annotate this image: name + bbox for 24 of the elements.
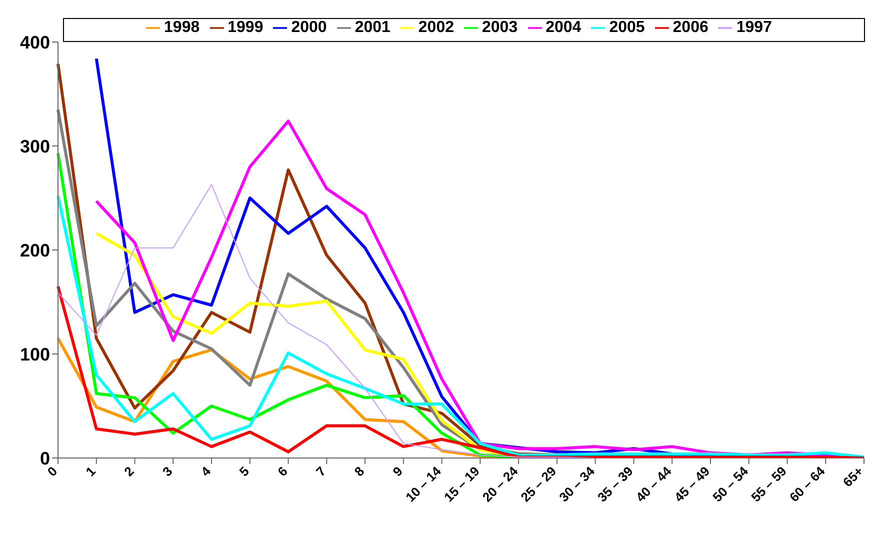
x-tick-label: 5 [236, 464, 252, 480]
y-tick-label: 400 [20, 32, 50, 52]
legend-label: 2003 [482, 19, 518, 36]
legend-label: 2000 [291, 19, 327, 36]
x-tick-label: 0 [44, 464, 60, 480]
x-tick-label: 4 [198, 462, 214, 480]
legend-label: 1998 [164, 19, 200, 36]
x-tick-label: 1 [82, 464, 98, 480]
x-tick-label: 3 [160, 464, 176, 480]
x-tick-label: 65+ [840, 463, 866, 490]
x-tick-label: 8 [351, 464, 368, 480]
legend-label: 2005 [609, 19, 645, 36]
legend-label: 2002 [418, 19, 454, 36]
x-tick-label: 2 [121, 464, 137, 480]
x-tick-label: 6 [274, 464, 290, 480]
legend-label: 1997 [736, 19, 772, 36]
x-tick-label: 7 [313, 464, 329, 480]
y-tick-label: 300 [20, 136, 50, 156]
legend-label: 2001 [354, 19, 390, 36]
y-tick-label: 100 [20, 344, 50, 364]
legend-label: 1999 [228, 19, 264, 36]
legend-label: 2006 [672, 19, 708, 36]
legend-label: 2004 [546, 19, 582, 36]
y-tick-label: 200 [20, 240, 50, 260]
